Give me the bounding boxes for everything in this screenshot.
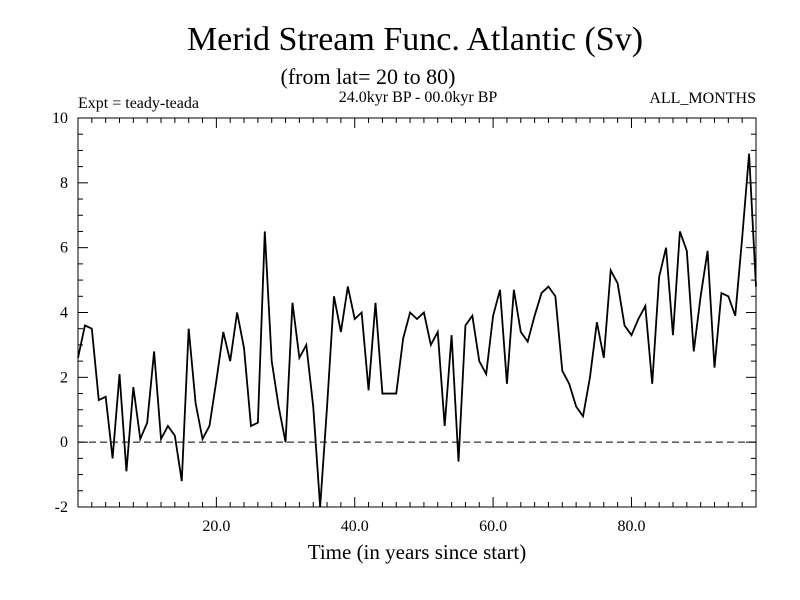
series-line: [77, 153, 757, 508]
chart-subtitle: (from lat= 20 to 80): [281, 64, 456, 89]
months-label: ALL_MONTHS: [649, 90, 756, 107]
x-tick-label: 20.0: [202, 518, 230, 535]
chart-title: Merid Stream Func. Atlantic (Sv): [187, 21, 643, 58]
period-label: 24.0kyr BP - 00.0kyr BP: [339, 89, 498, 106]
x-tick-label: 40.0: [341, 518, 369, 535]
y-tick-label: 0: [60, 434, 68, 451]
experiment-label: Expt = teady-teada: [78, 95, 199, 112]
y-tick-label: 10: [52, 110, 68, 127]
x-axis: 20.0 40.0 60.0 80.0: [91, 118, 743, 535]
x-axis-label: Time (in years since start): [308, 540, 527, 564]
y-tick-label: 4: [60, 305, 68, 322]
y-tick-label: 8: [60, 175, 68, 192]
plot-frame: [77, 117, 757, 508]
y-tick-label: 6: [60, 240, 68, 257]
x-tick-label: 80.0: [617, 518, 645, 535]
y-axis: -2 0 2 4 6 8 10: [52, 110, 756, 516]
x-tick-label: 60.0: [479, 518, 507, 535]
data-points: [77, 153, 757, 508]
y-tick-label: 2: [60, 369, 68, 386]
y-tick-label: -2: [55, 499, 68, 516]
